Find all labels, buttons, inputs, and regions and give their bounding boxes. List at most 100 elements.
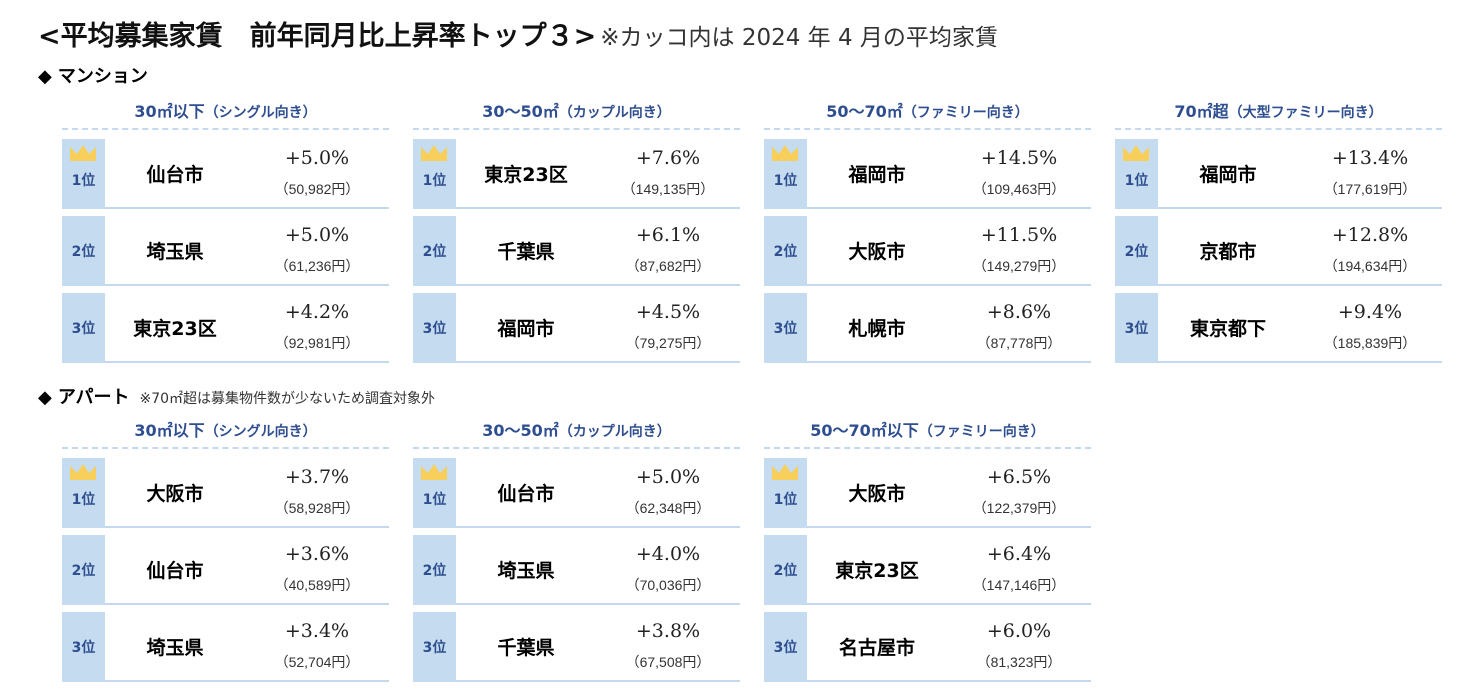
rank-label: 3位 (422, 321, 447, 337)
values: +8.6% （87,778円） (947, 301, 1091, 353)
growth-rate: +4.5% (635, 301, 701, 323)
category-kind: （大型ファミリー向き） (1228, 105, 1383, 121)
growth-rate: +6.1% (635, 224, 701, 246)
rank-label: 3位 (71, 640, 96, 656)
section-label: マンション (57, 66, 148, 87)
rank-label: 1位 (71, 173, 96, 189)
growth-rate: +11.5% (980, 224, 1058, 246)
values: +6.1% （87,682円） (596, 224, 740, 276)
crown-icon (70, 464, 96, 480)
crown-icon (772, 145, 798, 161)
city-name: 東京23区 (484, 163, 568, 186)
rank-label: 3位 (1124, 321, 1149, 337)
rank-cell: 1位 (413, 139, 456, 209)
values: +5.0% （61,236円） (245, 224, 389, 276)
rank-cell: 2位 (62, 216, 105, 286)
rank-cell: 3位 (413, 293, 456, 363)
values: +3.8% （67,508円） (596, 620, 740, 672)
ranking-body: 仙台市 +5.0% （62,348円） (456, 458, 740, 528)
rank-cell: 2位 (413, 216, 456, 286)
rank-cell: 2位 (413, 535, 456, 605)
average-rent: （87,778円） (976, 335, 1062, 351)
average-rent: （149,135円） (621, 181, 715, 197)
city-name: 東京都下 (1189, 317, 1266, 340)
growth-rate: +5.0% (284, 224, 350, 246)
ranking-body: 福岡市 +14.5% （109,463円） (807, 139, 1091, 209)
category-column: 30〜50㎡（カップル向き） 1位 東京23区 +7.6% （149,135円）… (413, 98, 740, 363)
rank-cell: 1位 (764, 458, 807, 528)
rank-label: 2位 (71, 244, 96, 260)
average-rent: （92,981円） (274, 335, 360, 351)
rank-cell: 3位 (62, 293, 105, 363)
values: +6.0% （81,323円） (947, 620, 1091, 672)
ranking-row: 1位 福岡市 +13.4% （177,619円） (1115, 139, 1442, 209)
ranking-row: 2位 京都市 +12.8% （194,634円） (1115, 216, 1442, 286)
category-header: 70㎡超（大型ファミリー向き） (1115, 98, 1442, 130)
values: +6.5% （122,379円） (947, 466, 1091, 518)
section-apartment-heading: ◆ アパート ※70㎡超は募集物件数が少ないため調査対象外 (38, 383, 435, 409)
ranking-body: 東京23区 +6.4% （147,146円） (807, 535, 1091, 605)
rank-label: 3位 (773, 321, 798, 337)
category-kind: （カップル向き） (558, 424, 671, 440)
rank-cell: 3位 (764, 293, 807, 363)
growth-rate: +3.8% (635, 620, 701, 642)
values: +5.0% （50,982円） (245, 147, 389, 199)
ranking-row: 1位 仙台市 +5.0% （50,982円） (62, 139, 389, 209)
category-header: 30㎡以下（シングル向き） (62, 98, 389, 130)
city-name: 千葉県 (497, 240, 555, 263)
average-rent: （109,463円） (972, 181, 1066, 197)
growth-rate: +6.5% (986, 466, 1052, 488)
average-rent: （50,982円） (274, 181, 360, 197)
category-kind: （カップル向き） (558, 105, 671, 121)
category-column: 30㎡以下（シングル向き） 1位 大阪市 +3.7% （58,928円） 2位 … (62, 417, 389, 682)
ranking-body: 仙台市 +5.0% （50,982円） (105, 139, 389, 209)
ranking-body: 福岡市 +13.4% （177,619円） (1158, 139, 1442, 209)
values: +4.0% （70,036円） (596, 543, 740, 595)
ranking-row: 1位 東京23区 +7.6% （149,135円） (413, 139, 740, 209)
average-rent: （58,928円） (274, 500, 360, 516)
average-rent: （87,682円） (625, 258, 711, 274)
rank-label: 3位 (71, 321, 96, 337)
section-note: ※70㎡超は募集物件数が少ないため調査対象外 (139, 391, 436, 407)
category-column: 30〜50㎡（カップル向き） 1位 仙台市 +5.0% （62,348円） 2位… (413, 417, 740, 682)
category-header: 50〜70㎡（ファミリー向き） (764, 98, 1091, 130)
category-header: 30㎡以下（シングル向き） (62, 417, 389, 449)
crown-icon (70, 145, 96, 161)
ranking-body: 福岡市 +4.5% （79,275円） (456, 293, 740, 363)
city-name: 福岡市 (1199, 163, 1257, 186)
rank-label: 1位 (422, 173, 447, 189)
growth-rate: +6.4% (986, 543, 1052, 565)
city-name: 京都市 (1199, 240, 1257, 263)
city-name: 大阪市 (146, 482, 204, 505)
rank-cell: 3位 (413, 612, 456, 682)
title-note: ※カッコ内は 2024 年 4 月の平均家賃 (600, 25, 998, 51)
category-column: 50〜70㎡以下（ファミリー向き） 1位 大阪市 +6.5% （122,379円… (764, 417, 1091, 682)
section-mansion-heading: ◆ マンション (38, 62, 148, 88)
growth-rate: +6.0% (986, 620, 1052, 642)
city-name: 埼玉県 (146, 240, 204, 263)
rank-label: 1位 (773, 173, 798, 189)
rank-label: 2位 (422, 563, 447, 579)
values: +7.6% （149,135円） (596, 147, 740, 199)
ranking-body: 埼玉県 +4.0% （70,036円） (456, 535, 740, 605)
category-size: 50〜70㎡以下 (810, 421, 919, 440)
crown-icon (421, 464, 447, 480)
ranking-body: 埼玉県 +5.0% （61,236円） (105, 216, 389, 286)
average-rent: （62,348円） (625, 500, 711, 516)
ranking-body: 大阪市 +6.5% （122,379円） (807, 458, 1091, 528)
rank-cell: 1位 (764, 139, 807, 209)
ranking-body: 東京23区 +7.6% （149,135円） (456, 139, 740, 209)
crown-icon (772, 464, 798, 480)
values: +12.8% （194,634円） (1298, 224, 1442, 276)
diamond-icon: ◆ (38, 66, 52, 87)
category-kind: （ファミリー向き） (902, 105, 1029, 121)
growth-rate: +5.0% (635, 466, 701, 488)
rank-cell: 3位 (764, 612, 807, 682)
average-rent: （70,036円） (625, 577, 711, 593)
values: +3.7% （58,928円） (245, 466, 389, 518)
city-name: 千葉県 (497, 636, 555, 659)
ranking-row: 3位 東京23区 +4.2% （92,981円） (62, 293, 389, 363)
average-rent: （52,704円） (274, 654, 360, 670)
average-rent: （185,839円） (1323, 335, 1417, 351)
ranking-row: 1位 仙台市 +5.0% （62,348円） (413, 458, 740, 528)
